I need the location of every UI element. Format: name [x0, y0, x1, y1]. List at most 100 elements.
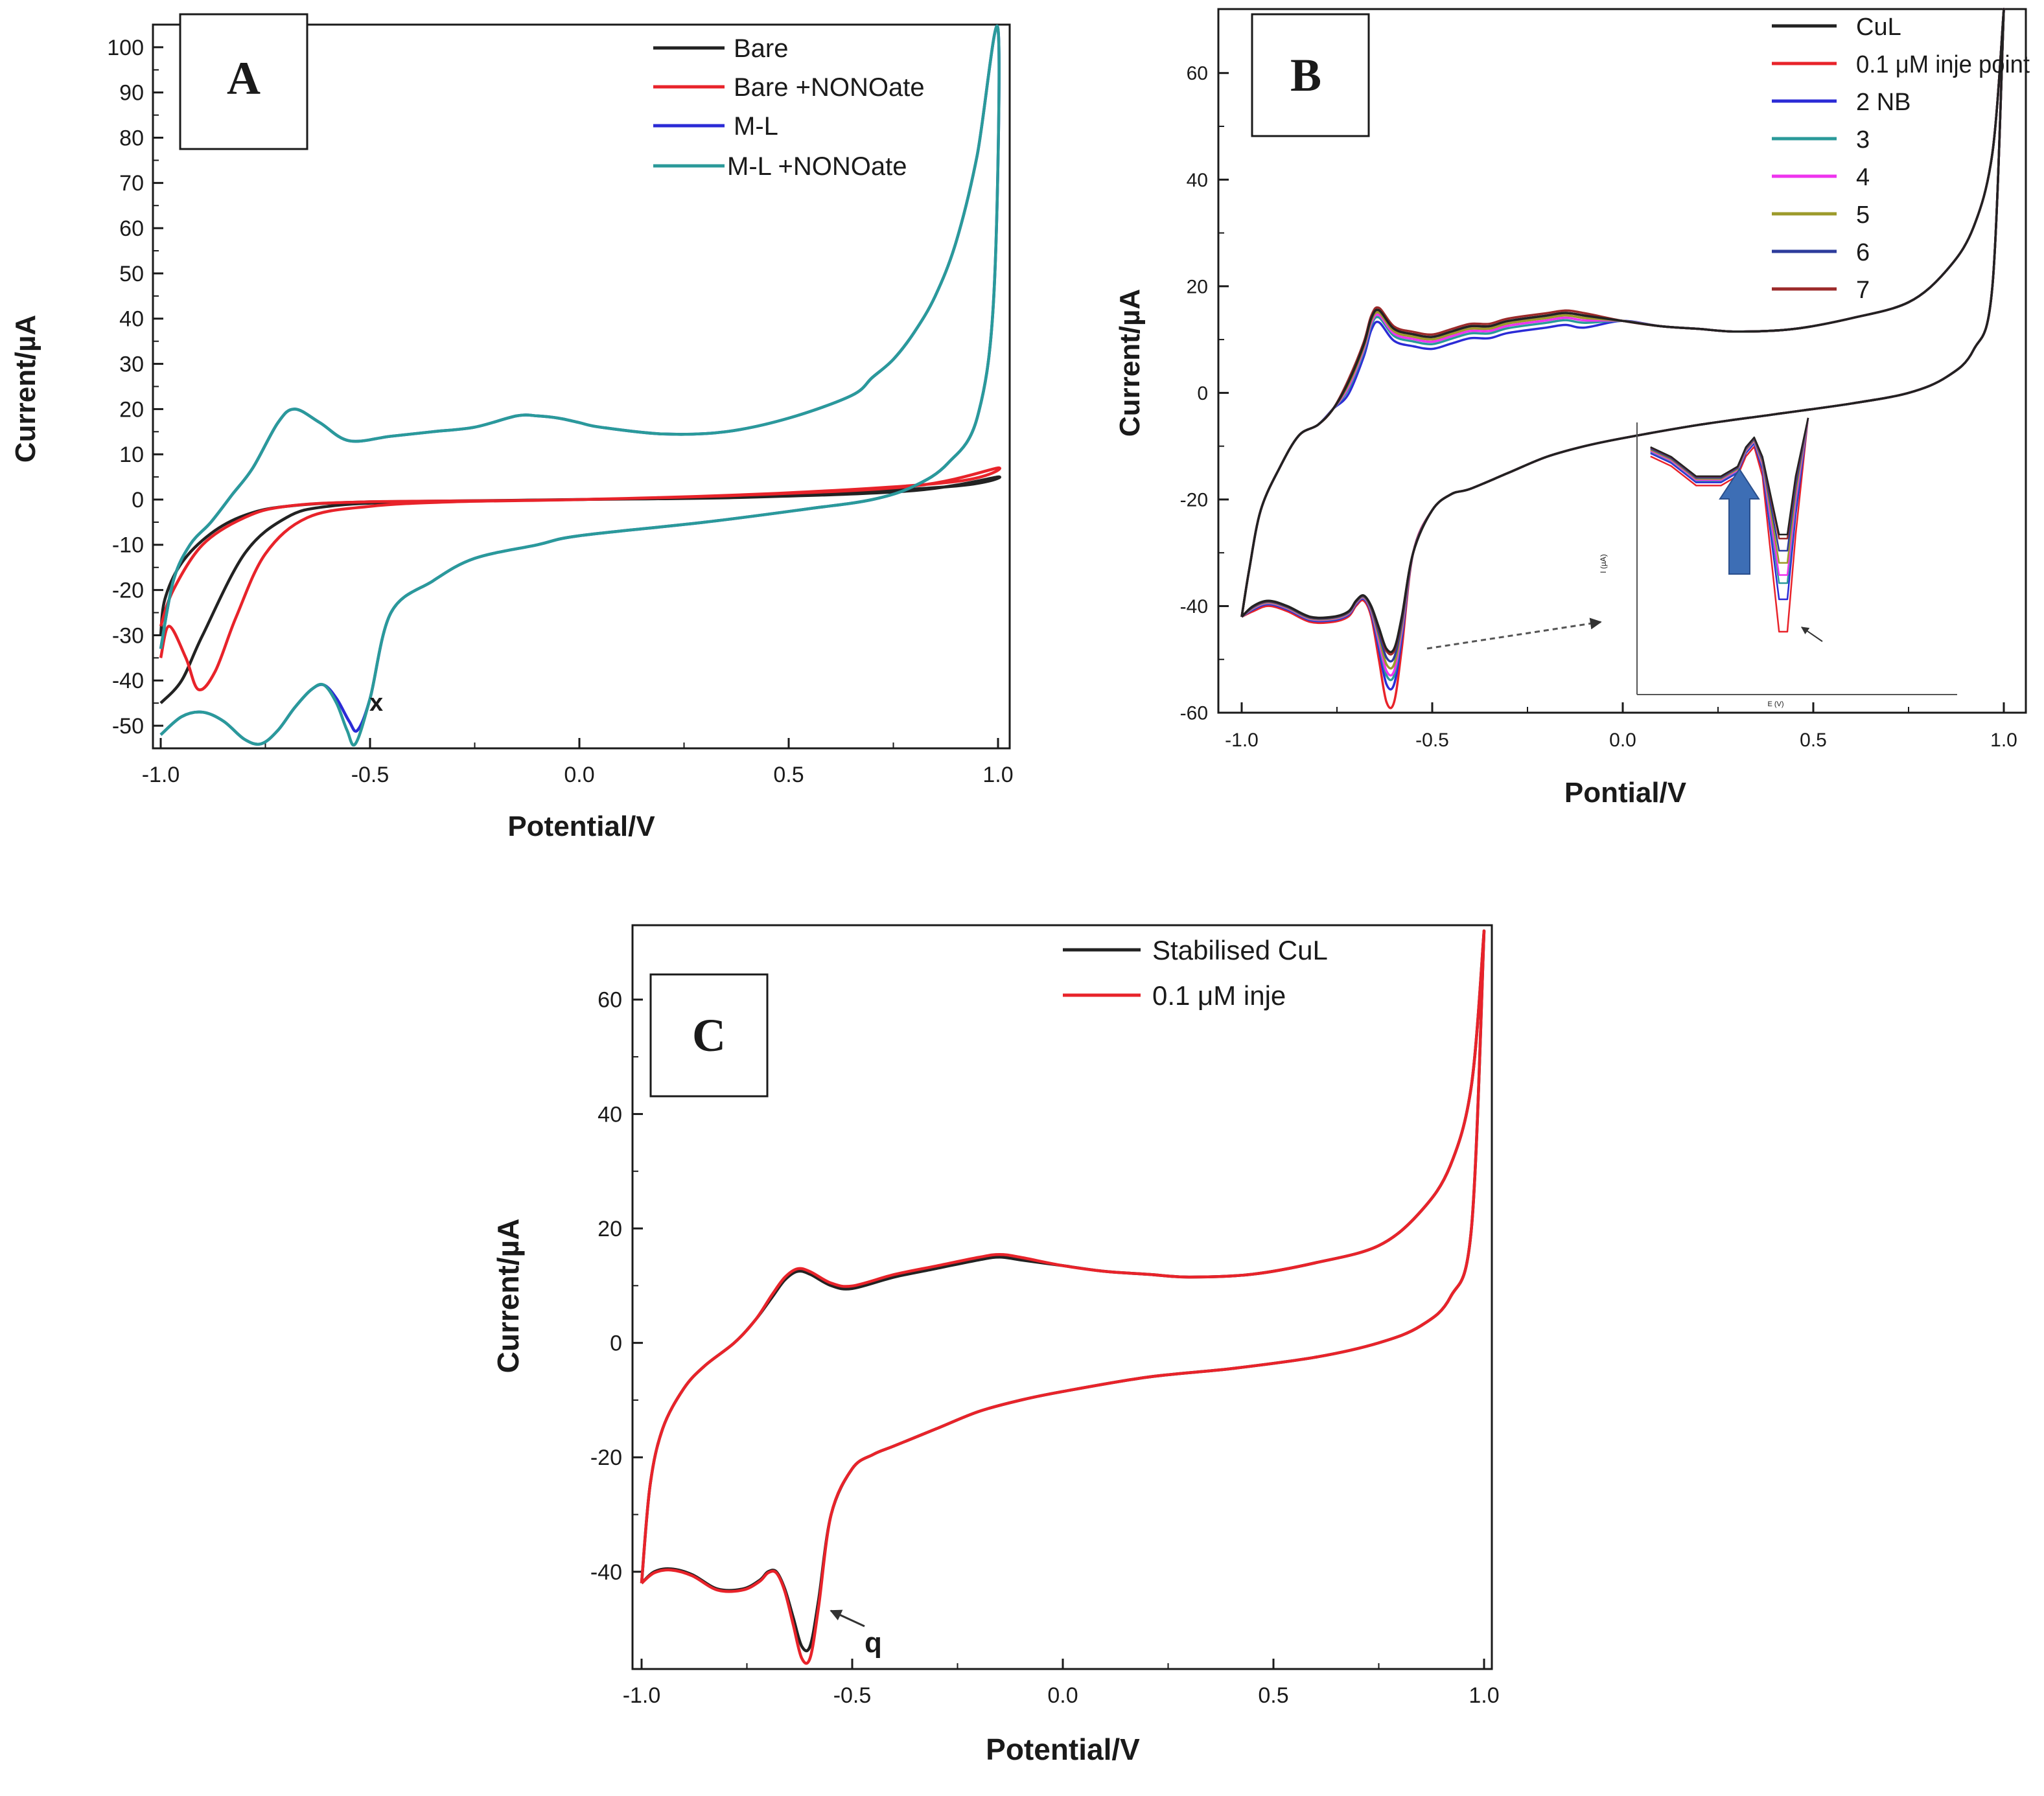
inset-pointer-arrow-icon	[1801, 627, 1823, 642]
y-tick-label: -40	[112, 669, 144, 693]
x-tick-label: -0.5	[833, 1683, 872, 1708]
panel-c-curves	[640, 929, 1486, 1665]
y-tick-label: -30	[112, 623, 144, 648]
legend-label-ml: M-L	[734, 112, 778, 141]
y-tick-label: -40	[590, 1560, 622, 1585]
series-line	[1240, 8, 2005, 654]
legend-label-stabilised-cul: Stabilised CuL	[1152, 935, 1328, 965]
x-tick-label: -0.5	[351, 763, 389, 787]
y-tick-label: 60	[598, 988, 622, 1013]
legend-label-bare-nonoate: Bare +NONOate	[734, 73, 925, 102]
x-tick-label: 1.0	[1469, 1683, 1499, 1708]
x-tick-label: 0.0	[564, 763, 594, 787]
panel-b-xlabel: Pontial/V	[1564, 777, 1687, 809]
panel-b-curves	[1240, 8, 2005, 709]
inset-curves	[1650, 417, 1809, 633]
legend-label-cul: CuL	[1856, 14, 1901, 41]
y-tick-label: 20	[1187, 276, 1208, 297]
y-tick-label: 80	[119, 126, 144, 150]
panel-a-xlabel: Potential/V	[507, 811, 655, 842]
legend-label-bare: Bare	[734, 34, 789, 63]
y-tick-label: 0	[610, 1331, 622, 1356]
x-tick-label: -1.0	[142, 763, 180, 787]
y-tick-label: -20	[112, 579, 144, 603]
panel-a-curves	[159, 25, 1001, 747]
panel-a-legend: Bare Bare +NONOate M-L M-L +NONOate	[653, 34, 925, 181]
series-line	[159, 466, 1001, 691]
x-tick-label: 0.5	[1800, 730, 1827, 751]
y-tick-label: 100	[107, 36, 144, 60]
x-tick-label: -0.5	[1415, 730, 1449, 751]
y-tick-label: -10	[112, 533, 144, 558]
x-tick-label: -1.0	[623, 1683, 661, 1708]
legend-label-7: 7	[1856, 277, 1870, 304]
y-tick-label: 60	[1187, 63, 1208, 84]
panel-a: -1.0 -0.5 0.0 0.5 1.0 -50 -40 -30 -20 -10 0 10 20 30 4…	[10, 13, 1014, 842]
y-tick-label: 50	[119, 262, 144, 286]
legend-label-3: 3	[1856, 126, 1870, 154]
series-line	[159, 475, 1001, 704]
panel-b-label-box	[1251, 13, 1370, 137]
panel-b-label: B	[1290, 49, 1321, 101]
y-tick-label: 10	[119, 443, 144, 467]
y-tick-label: 20	[119, 397, 144, 422]
panel-a-label-box	[179, 13, 308, 150]
y-tick-label: -40	[1180, 596, 1208, 617]
panel-c-ylabel: Current/µA	[491, 1219, 525, 1374]
x-tick-label: -1.0	[1225, 730, 1259, 751]
y-tick-label: 0	[1197, 383, 1208, 404]
series-line	[640, 929, 1486, 1665]
y-tick-label: 30	[119, 352, 144, 376]
panel-b-legend: CuL 0.1 μM inje point 2 NB 3 4 5 6 7	[1772, 14, 2030, 304]
y-tick-label: -50	[112, 714, 144, 739]
panel-b-zoom-arrow-icon	[1426, 617, 1602, 650]
inset-xlabel: E (V)	[1767, 700, 1783, 708]
y-tick-label: 0	[132, 488, 144, 512]
x-tick-label: 0.0	[1047, 1683, 1078, 1708]
panel-a-label: A	[227, 52, 261, 104]
legend-label-5: 5	[1856, 201, 1870, 229]
panel-b: -1.0 -0.5 0.0 0.5 1.0 -60 -40 -20 0 20 40 60 I (µA)…	[1114, 8, 2030, 809]
legend-label-2nb: 2 NB	[1856, 89, 1910, 116]
y-tick-label: -20	[590, 1445, 622, 1470]
panel-c-legend: Stabilised CuL 0.1 μM inje	[1063, 935, 1328, 1011]
panel-c-q-arrow-icon	[830, 1609, 865, 1628]
x-tick-label: 0.5	[773, 763, 804, 787]
panel-a-annotation-x: x	[369, 689, 383, 717]
y-tick-label: 70	[119, 171, 144, 196]
inset-ylabel: I (µA)	[1599, 554, 1608, 573]
legend-label-6: 6	[1856, 239, 1870, 266]
y-tick-label: -20	[1180, 489, 1208, 511]
y-tick-label: 40	[119, 307, 144, 332]
panel-c-label-box	[649, 973, 769, 1098]
x-tick-label: 1.0	[982, 763, 1013, 787]
inset-series-line	[1650, 417, 1809, 633]
panel-a-axes: -1.0 -0.5 0.0 0.5 1.0 -50 -40 -30 -20 -10 0 10 20 30 4…	[107, 36, 1013, 787]
legend-label-inje-point: 0.1 μM inje point	[1856, 51, 2030, 78]
series-line	[159, 25, 1001, 747]
panel-c: -1.0 -0.5 0.0 0.5 1.0 -40 -20 0 20 40 60 C Stabili…	[491, 924, 1500, 1766]
y-tick-label: 90	[119, 81, 144, 106]
y-tick-label: 20	[598, 1217, 622, 1241]
x-tick-label: 0.5	[1258, 1683, 1288, 1708]
inset-series-line	[1650, 417, 1809, 536]
y-tick-label: 40	[598, 1102, 622, 1127]
y-tick-label: -60	[1180, 703, 1208, 724]
panel-b-inset: I (µA) E (V)	[1599, 417, 1957, 708]
y-tick-label: 60	[119, 216, 144, 241]
inset-increase-arrow-icon	[1719, 468, 1760, 575]
panel-c-annotation-q: q	[865, 1627, 882, 1659]
panel-c-label: C	[692, 1009, 726, 1061]
legend-label-4: 4	[1856, 164, 1870, 191]
legend-label-ml-nonoate: M-L +NONOate	[727, 152, 907, 181]
x-tick-label: 0.0	[1609, 730, 1636, 751]
panel-a-ylabel: Current/µA	[10, 315, 41, 463]
panel-c-xlabel: Potential/V	[986, 1733, 1140, 1766]
y-tick-label: 40	[1187, 170, 1208, 191]
panel-c-axes: -1.0 -0.5 0.0 0.5 1.0 -40 -20 0 20 40 60	[590, 988, 1500, 1708]
legend-label-inje: 0.1 μM inje	[1152, 980, 1286, 1011]
panel-b-ylabel: Current/µA	[1114, 289, 1146, 437]
x-tick-label: 1.0	[1990, 730, 2017, 751]
panel-b-axes: -1.0 -0.5 0.0 0.5 1.0 -60 -40 -20 0 20 40 60	[1180, 63, 2017, 751]
